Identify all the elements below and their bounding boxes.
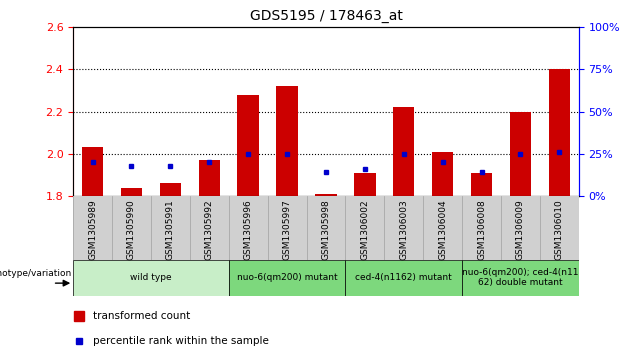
Bar	[82, 147, 103, 196]
Bar	[393, 107, 415, 196]
Bar	[73, 196, 579, 260]
Text: genotype/variation: genotype/variation	[0, 269, 72, 278]
Bar	[237, 95, 259, 196]
Bar	[277, 86, 298, 196]
Bar	[345, 260, 462, 296]
Bar	[462, 260, 579, 296]
Text: GSM1306008: GSM1306008	[477, 199, 486, 260]
Bar	[509, 111, 531, 196]
Bar	[471, 173, 492, 196]
Text: ced-4(n1162) mutant: ced-4(n1162) mutant	[356, 273, 452, 282]
Text: GSM1305992: GSM1305992	[205, 199, 214, 260]
Bar	[160, 183, 181, 196]
Text: GSM1306004: GSM1306004	[438, 199, 447, 260]
Bar	[432, 152, 453, 196]
Bar	[354, 173, 375, 196]
Text: GSM1305990: GSM1305990	[127, 199, 136, 260]
Text: GSM1306010: GSM1306010	[555, 199, 563, 260]
Bar	[121, 188, 142, 196]
Text: GSM1306003: GSM1306003	[399, 199, 408, 260]
Text: GSM1305997: GSM1305997	[282, 199, 291, 260]
Bar	[229, 260, 345, 296]
Bar	[315, 194, 336, 196]
Text: GSM1305996: GSM1305996	[244, 199, 252, 260]
Text: nuo-6(qm200) mutant: nuo-6(qm200) mutant	[237, 273, 337, 282]
Text: GSM1305989: GSM1305989	[88, 199, 97, 260]
Bar	[198, 160, 220, 196]
Text: GSM1305998: GSM1305998	[321, 199, 331, 260]
Text: GSM1306009: GSM1306009	[516, 199, 525, 260]
Title: GDS5195 / 178463_at: GDS5195 / 178463_at	[249, 9, 403, 24]
Bar	[549, 69, 570, 196]
Text: nuo-6(qm200); ced-4(n11
62) double mutant: nuo-6(qm200); ced-4(n11 62) double mutan…	[462, 268, 579, 287]
Text: transformed count: transformed count	[93, 311, 190, 321]
Text: GSM1306002: GSM1306002	[361, 199, 370, 260]
Text: wild type: wild type	[130, 273, 172, 282]
Text: GSM1305991: GSM1305991	[166, 199, 175, 260]
Bar	[73, 260, 229, 296]
Text: percentile rank within the sample: percentile rank within the sample	[93, 336, 269, 346]
